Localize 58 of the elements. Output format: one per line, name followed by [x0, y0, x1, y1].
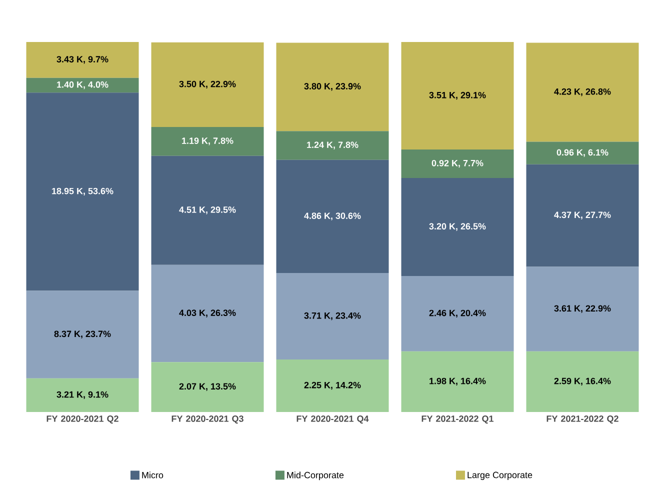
legend-label: Mid-Corporate	[287, 472, 344, 480]
bar	[26, 42, 139, 78]
data-label: 3.20 K, 26.5%	[429, 223, 486, 231]
bar	[276, 160, 389, 274]
data-label: 3.21 K, 9.1%	[56, 391, 108, 400]
data-label: 3.80 K, 23.9%	[304, 83, 361, 91]
legend-label: Micro	[142, 472, 164, 478]
bar	[401, 351, 514, 412]
bar	[276, 273, 389, 360]
data-label: 4.03 K, 26.3%	[179, 310, 236, 318]
bar	[26, 290, 139, 378]
bar	[151, 42, 264, 128]
data-label: 0.96 K, 6.1%	[556, 149, 608, 157]
bar	[526, 164, 639, 267]
bar	[26, 92, 139, 291]
data-label: 4.86 K, 30.6%	[304, 212, 361, 220]
data-label: 0.92 K, 7.7%	[432, 160, 484, 168]
bar	[151, 156, 264, 265]
data-label: 1.19 K, 7.8%	[182, 138, 234, 146]
bar	[26, 378, 139, 412]
data-label: 1.24 K, 7.8%	[307, 142, 358, 150]
bar	[401, 276, 514, 352]
bar	[276, 360, 389, 412]
data-label: 3.43 K, 9.7%	[56, 56, 108, 64]
bar	[151, 264, 264, 362]
data-label: 3.51 K, 29.1%	[429, 92, 486, 100]
bar	[151, 127, 264, 156]
bar	[276, 42, 389, 132]
bar	[526, 351, 639, 412]
bar	[26, 78, 139, 93]
bar	[276, 131, 389, 160]
data-label: 3.61 K, 22.9%	[554, 305, 611, 313]
data-label: 8.37 K, 23.7%	[54, 330, 111, 338]
bar	[401, 178, 514, 276]
data-label: 4.37 K, 27.7%	[554, 212, 611, 220]
bar	[526, 42, 639, 142]
data-label: 2.25 K, 14.2%	[304, 382, 361, 390]
x-tick-label: FY 2020-2021 Q3	[172, 416, 244, 424]
x-tick-label: FY 2021-2022 Q2	[546, 416, 618, 424]
bar	[151, 362, 264, 412]
data-label: 3.71 K, 23.4%	[304, 312, 361, 320]
data-label: 1.98 K, 16.4%	[430, 378, 486, 386]
data-label: 2.46 K, 20.4%	[429, 310, 486, 318]
data-label: 1.40 K, 4.0%	[57, 81, 108, 90]
bar	[526, 142, 639, 164]
data-label: 4.23 K, 26.8%	[554, 88, 611, 96]
legend-label: Large Corporate	[468, 472, 532, 480]
bar	[401, 42, 514, 150]
data-label: 2.59 K, 16.4%	[554, 378, 611, 386]
x-tick-label: FY 2020-2021 Q2	[46, 416, 118, 424]
x-tick-label: FY 2020-2021 Q4	[296, 416, 369, 424]
bar	[526, 266, 639, 352]
bar	[401, 150, 514, 178]
x-tick-label: FY 2021-2022 Q1	[422, 416, 494, 424]
data-label: 4.51 K, 29.5%	[179, 206, 236, 214]
data-label: 2.07 K, 13.5%	[179, 383, 236, 391]
data-label: 3.50 K, 22.9%	[179, 80, 236, 89]
data-label: 18.95 K, 53.6%	[52, 188, 114, 196]
